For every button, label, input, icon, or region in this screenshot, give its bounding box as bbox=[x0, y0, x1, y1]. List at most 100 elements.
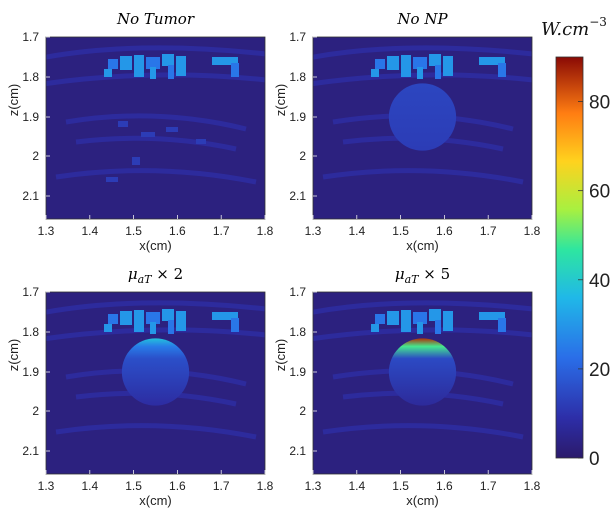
x-tick-label: 1.3 bbox=[38, 224, 55, 238]
skin-vessel-pixel bbox=[168, 65, 174, 79]
tumor-region bbox=[388, 83, 457, 151]
tumor-region bbox=[121, 338, 190, 406]
x-tick-label: 1.5 bbox=[125, 479, 142, 493]
x-tick-label: 1.6 bbox=[436, 479, 453, 493]
y-tick-label: 1.8 bbox=[22, 70, 39, 84]
tissue-pixel bbox=[196, 139, 206, 144]
skin-vessel-pixel bbox=[387, 311, 399, 325]
tissue-texture bbox=[75, 135, 237, 152]
panel-title: μaT × 5 bbox=[395, 265, 450, 286]
skin-vessel-pixel bbox=[479, 57, 505, 65]
tissue-texture bbox=[313, 300, 532, 315]
x-tick-label: 1.6 bbox=[169, 479, 186, 493]
tissue-pixel bbox=[118, 121, 128, 127]
skin-vessel-pixel bbox=[162, 54, 174, 66]
x-tick-label: 1.8 bbox=[524, 224, 541, 238]
y-tick-label: 2 bbox=[32, 404, 39, 418]
skin-vessel-pixel bbox=[443, 56, 453, 76]
x-tick-label: 1.5 bbox=[392, 479, 409, 493]
y-axis-label: z(cm) bbox=[273, 84, 288, 117]
panel-4: 1.3 1.4 1.5 1.6 1.7 1.8 1.7 1.8 1.9 2 2.1 x(cm) z(cm… bbox=[273, 265, 541, 508]
y-tick-label: 2.1 bbox=[289, 189, 306, 203]
x-tick-label: 1.5 bbox=[392, 224, 409, 238]
y-tick-label: 1.8 bbox=[289, 325, 306, 339]
skin-vessel-pixel bbox=[401, 310, 411, 332]
skin-vessel-pixel bbox=[108, 59, 118, 69]
skin-vessel-pixel bbox=[371, 324, 379, 332]
skin-vessel-pixel bbox=[168, 320, 174, 334]
skin-vessel-pixel bbox=[104, 324, 112, 332]
y-tick-label: 1.7 bbox=[289, 285, 306, 299]
x-tick-label: 1.4 bbox=[81, 224, 98, 238]
y-tick-label: 1.9 bbox=[22, 110, 39, 124]
y-tick-label: 2.1 bbox=[22, 189, 39, 203]
panel-1: 1.3 1.4 1.5 1.6 1.7 1.8 1.7 1.8 1.9 2 2.1 x(cm) z(cm… bbox=[6, 10, 274, 253]
axes-box bbox=[312, 291, 533, 475]
skin-vessel-pixel bbox=[231, 318, 239, 332]
skin-vessel-pixel bbox=[108, 314, 118, 324]
skin-vessel-pixel bbox=[176, 311, 186, 331]
tissue-texture bbox=[313, 45, 532, 60]
skin-vessel-pixel bbox=[387, 56, 399, 70]
x-tick-label: 1.6 bbox=[169, 224, 186, 238]
skin-vessel-pixel bbox=[212, 312, 238, 320]
y-axis-label: z(cm) bbox=[6, 84, 21, 117]
x-tick-label: 1.7 bbox=[480, 479, 497, 493]
colorbar-tick-label: 40 bbox=[589, 271, 610, 292]
skin-vessel-pixel bbox=[413, 312, 427, 324]
skin-vessel-pixel bbox=[150, 67, 156, 79]
tissue-texture bbox=[322, 423, 524, 440]
x-tick-label: 1.6 bbox=[436, 224, 453, 238]
skin-vessel-pixel bbox=[120, 56, 132, 70]
panel-title: No NP bbox=[396, 10, 448, 28]
panel-3: 1.3 1.4 1.5 1.6 1.7 1.8 1.7 1.8 1.9 2 2.1 x(cm) z(cm… bbox=[6, 265, 274, 508]
axes-box bbox=[45, 291, 266, 475]
x-tick-label: 1.3 bbox=[305, 224, 322, 238]
skin-vessel-pixel bbox=[375, 59, 385, 69]
tissue-texture bbox=[55, 168, 257, 185]
x-axis-label: x(cm) bbox=[406, 493, 439, 508]
tissue-texture bbox=[65, 113, 247, 132]
x-tick-label: 1.8 bbox=[524, 479, 541, 493]
colorbar-tick-label: 20 bbox=[589, 360, 610, 381]
skin-vessel-pixel bbox=[146, 312, 160, 324]
x-tick-label: 1.4 bbox=[348, 224, 365, 238]
skin-vessel-pixel bbox=[417, 67, 423, 79]
panel-title: μaT × 2 bbox=[128, 265, 183, 286]
tissue-pixel bbox=[132, 157, 140, 165]
y-tick-label: 2 bbox=[32, 149, 39, 163]
colorbar-tick-label: 80 bbox=[589, 93, 610, 114]
x-axis-label: x(cm) bbox=[139, 238, 172, 253]
skin-vessel-pixel bbox=[401, 55, 411, 77]
x-tick-label: 1.5 bbox=[125, 224, 142, 238]
x-tick-label: 1.7 bbox=[213, 224, 230, 238]
x-tick-label: 1.3 bbox=[305, 479, 322, 493]
axes-box bbox=[45, 36, 266, 220]
skin-vessel-pixel bbox=[150, 322, 156, 334]
skin-vessel-pixel bbox=[371, 69, 379, 77]
panel-title: No Tumor bbox=[116, 10, 195, 28]
panel-2: 1.3 1.4 1.5 1.6 1.7 1.8 1.7 1.8 1.9 2 2.1 x(cm) z(cm… bbox=[273, 10, 541, 253]
skin-vessel-pixel bbox=[134, 55, 144, 77]
skin-vessel-pixel bbox=[162, 309, 174, 321]
skin-vessel-pixel bbox=[429, 54, 441, 66]
tissue-texture bbox=[55, 423, 257, 440]
skin-vessel-pixel bbox=[443, 311, 453, 331]
skin-vessel-pixel bbox=[435, 65, 441, 79]
x-tick-label: 1.8 bbox=[257, 479, 274, 493]
y-tick-label: 1.9 bbox=[289, 365, 306, 379]
colorbar-tick-label: 0 bbox=[589, 449, 600, 470]
colorbar-unit: W.cm−3 bbox=[541, 15, 607, 40]
tissue-pixel bbox=[141, 132, 155, 137]
x-tick-label: 1.7 bbox=[480, 224, 497, 238]
skin-vessel-pixel bbox=[104, 69, 112, 77]
skin-vessel-pixel bbox=[498, 63, 506, 77]
tissue-pixel bbox=[166, 127, 178, 132]
y-tick-label: 2.1 bbox=[22, 444, 39, 458]
skin-vessel-pixel bbox=[146, 57, 160, 69]
skin-vessel-pixel bbox=[479, 312, 505, 320]
x-axis-label: x(cm) bbox=[139, 493, 172, 508]
tissue-pixel bbox=[106, 177, 118, 182]
y-tick-label: 1.9 bbox=[22, 365, 39, 379]
